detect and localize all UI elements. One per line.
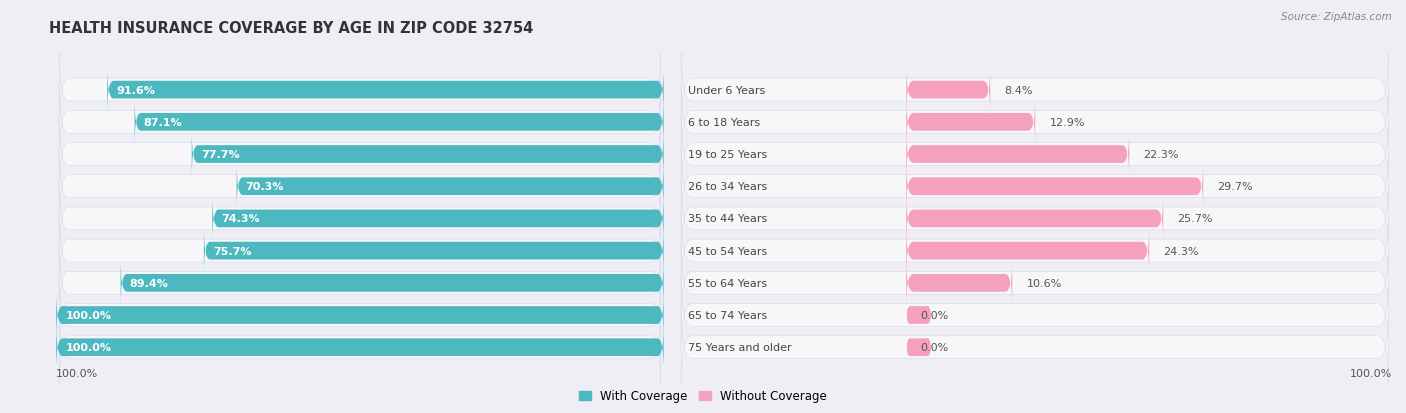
Text: 8.4%: 8.4%	[1004, 85, 1033, 95]
Text: 89.4%: 89.4%	[129, 278, 169, 288]
FancyBboxPatch shape	[907, 306, 931, 324]
FancyBboxPatch shape	[59, 86, 661, 159]
Text: 6 to 18 Years: 6 to 18 Years	[689, 118, 761, 128]
FancyBboxPatch shape	[59, 118, 661, 192]
Text: 70.3%: 70.3%	[246, 182, 284, 192]
FancyBboxPatch shape	[59, 311, 661, 384]
FancyBboxPatch shape	[236, 164, 664, 210]
FancyBboxPatch shape	[682, 182, 1388, 256]
Text: 35 to 44 Years: 35 to 44 Years	[689, 214, 768, 224]
FancyBboxPatch shape	[107, 67, 664, 114]
FancyBboxPatch shape	[907, 67, 990, 114]
FancyBboxPatch shape	[59, 150, 661, 223]
FancyBboxPatch shape	[59, 278, 661, 352]
Text: Source: ZipAtlas.com: Source: ZipAtlas.com	[1281, 12, 1392, 22]
FancyBboxPatch shape	[121, 260, 664, 306]
FancyBboxPatch shape	[907, 164, 1204, 210]
Text: Under 6 Years: Under 6 Years	[689, 85, 766, 95]
Text: 55 to 64 Years: 55 to 64 Years	[689, 278, 768, 288]
FancyBboxPatch shape	[907, 196, 1163, 242]
FancyBboxPatch shape	[907, 131, 1129, 178]
Text: 75 Years and older: 75 Years and older	[689, 342, 792, 352]
FancyBboxPatch shape	[907, 339, 931, 356]
FancyBboxPatch shape	[204, 228, 664, 274]
FancyBboxPatch shape	[56, 324, 664, 371]
Text: 10.6%: 10.6%	[1026, 278, 1062, 288]
Text: 100.0%: 100.0%	[65, 310, 111, 320]
Text: 87.1%: 87.1%	[143, 118, 183, 128]
Text: 77.7%: 77.7%	[201, 150, 239, 160]
Text: 65 to 74 Years: 65 to 74 Years	[689, 310, 768, 320]
Text: 24.3%: 24.3%	[1164, 246, 1199, 256]
Text: 25.7%: 25.7%	[1177, 214, 1213, 224]
FancyBboxPatch shape	[907, 99, 1035, 146]
Text: 12.9%: 12.9%	[1049, 118, 1085, 128]
FancyBboxPatch shape	[682, 54, 1388, 127]
Legend: With Coverage, Without Coverage: With Coverage, Without Coverage	[574, 385, 832, 407]
FancyBboxPatch shape	[682, 86, 1388, 159]
FancyBboxPatch shape	[59, 214, 661, 288]
Text: HEALTH INSURANCE COVERAGE BY AGE IN ZIP CODE 32754: HEALTH INSURANCE COVERAGE BY AGE IN ZIP …	[49, 21, 533, 36]
Text: 22.3%: 22.3%	[1143, 150, 1180, 160]
Text: 0.0%: 0.0%	[921, 342, 949, 352]
FancyBboxPatch shape	[59, 246, 661, 320]
Text: 29.7%: 29.7%	[1218, 182, 1253, 192]
FancyBboxPatch shape	[135, 99, 664, 146]
FancyBboxPatch shape	[212, 196, 664, 242]
Text: 91.6%: 91.6%	[117, 85, 155, 95]
FancyBboxPatch shape	[59, 182, 661, 256]
FancyBboxPatch shape	[191, 131, 664, 178]
Text: 100.0%: 100.0%	[56, 368, 98, 378]
Text: 74.3%: 74.3%	[222, 214, 260, 224]
FancyBboxPatch shape	[682, 278, 1388, 352]
Text: 45 to 54 Years: 45 to 54 Years	[689, 246, 768, 256]
FancyBboxPatch shape	[682, 246, 1388, 320]
Text: 100.0%: 100.0%	[1350, 368, 1392, 378]
Text: 19 to 25 Years: 19 to 25 Years	[689, 150, 768, 160]
FancyBboxPatch shape	[682, 311, 1388, 384]
Text: 75.7%: 75.7%	[212, 246, 252, 256]
FancyBboxPatch shape	[56, 292, 664, 339]
FancyBboxPatch shape	[59, 54, 661, 127]
Text: 26 to 34 Years: 26 to 34 Years	[689, 182, 768, 192]
FancyBboxPatch shape	[682, 118, 1388, 192]
Text: 100.0%: 100.0%	[65, 342, 111, 352]
FancyBboxPatch shape	[907, 260, 1012, 306]
FancyBboxPatch shape	[907, 228, 1149, 274]
Text: 0.0%: 0.0%	[921, 310, 949, 320]
FancyBboxPatch shape	[682, 150, 1388, 223]
FancyBboxPatch shape	[682, 214, 1388, 288]
